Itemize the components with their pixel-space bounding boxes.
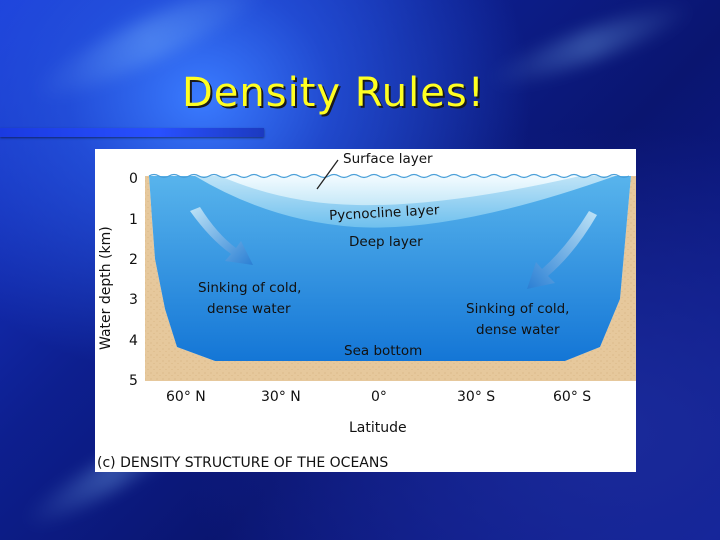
density-structure-diagram: Water depth (km) 0 1 2 3 4 5 Surface lay… bbox=[97, 151, 636, 471]
sea-bottom-label: Sea bottom bbox=[344, 343, 422, 359]
pycnocline-layer-label: Pycnocline layer bbox=[329, 202, 440, 224]
sinking-arrow-left bbox=[190, 207, 253, 265]
y-axis-label: Water depth (km) bbox=[98, 226, 114, 350]
sea-surface-line bbox=[148, 173, 630, 179]
ocean-density-figure: Water depth (km) 0 1 2 3 4 5 Surface lay… bbox=[95, 149, 636, 472]
depth-tick: 0 bbox=[129, 171, 138, 187]
latitude-tick: 0° bbox=[371, 389, 387, 405]
title-underline-bar bbox=[0, 128, 264, 137]
surface-layer-label: Surface layer bbox=[343, 151, 433, 167]
figure-caption: (c) DENSITY STRUCTURE OF THE OCEANS bbox=[97, 455, 388, 471]
depth-tick: 2 bbox=[129, 252, 138, 268]
deep-water-layer bbox=[149, 176, 631, 361]
slide-title: Density Rules! bbox=[182, 70, 485, 116]
sinking-label-left-line2: dense water bbox=[207, 301, 291, 317]
latitude-tick: 60° S bbox=[553, 389, 591, 405]
depth-tick: 5 bbox=[129, 373, 138, 389]
depth-tick: 1 bbox=[129, 212, 138, 228]
x-axis-label: Latitude bbox=[349, 420, 407, 436]
seafloor-sediment bbox=[145, 176, 636, 381]
deep-layer-label: Deep layer bbox=[349, 234, 423, 250]
latitude-tick: 30° N bbox=[261, 389, 301, 405]
latitude-tick: 30° S bbox=[457, 389, 495, 405]
surface-label-leader bbox=[316, 159, 339, 190]
depth-tick: 3 bbox=[129, 292, 138, 308]
sinking-label-left-line1: Sinking of cold, bbox=[198, 280, 301, 296]
sinking-label-right-line2: dense water bbox=[476, 322, 560, 338]
latitude-tick: 60° N bbox=[166, 389, 206, 405]
sinking-label-right-line1: Sinking of cold, bbox=[466, 301, 569, 317]
background-streak bbox=[481, 0, 699, 97]
sinking-arrow-right bbox=[527, 211, 597, 289]
depth-tick: 4 bbox=[129, 333, 138, 349]
surface-layer-zone bbox=[220, 176, 580, 206]
